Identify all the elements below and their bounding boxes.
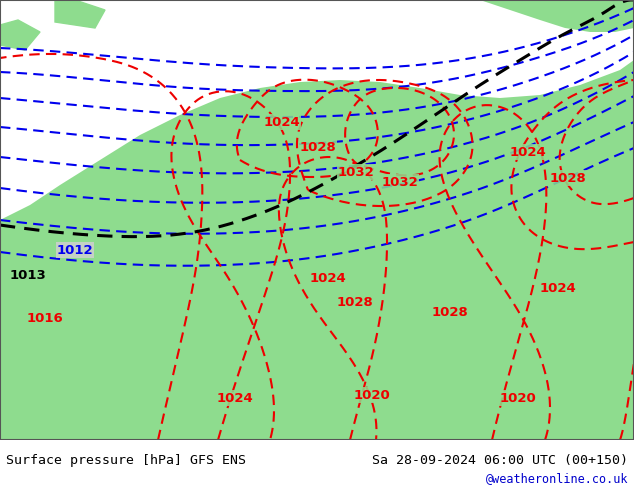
Text: Surface pressure [hPa] GFS ENS: Surface pressure [hPa] GFS ENS: [6, 454, 246, 467]
Text: 1028: 1028: [300, 141, 337, 153]
Text: 1024: 1024: [217, 392, 254, 405]
Text: 1028: 1028: [550, 172, 586, 185]
Text: 1024: 1024: [264, 116, 301, 128]
Text: 1013: 1013: [10, 269, 46, 282]
Text: 1032: 1032: [382, 175, 418, 189]
Polygon shape: [480, 0, 634, 32]
Text: 1024: 1024: [309, 271, 346, 285]
Text: Sa 28-09-2024 06:00 UTC (00+150): Sa 28-09-2024 06:00 UTC (00+150): [372, 454, 628, 467]
Text: 1012: 1012: [56, 244, 93, 256]
Polygon shape: [55, 0, 105, 28]
Text: 1032: 1032: [338, 166, 374, 178]
Polygon shape: [0, 60, 634, 440]
Text: 1028: 1028: [337, 295, 373, 309]
Text: 1024: 1024: [540, 282, 576, 294]
Text: 1016: 1016: [27, 312, 63, 324]
Text: 1020: 1020: [500, 392, 536, 405]
Text: 1028: 1028: [432, 305, 469, 318]
Polygon shape: [555, 382, 605, 412]
Text: @weatheronline.co.uk: @weatheronline.co.uk: [486, 472, 628, 485]
Polygon shape: [0, 20, 40, 50]
Text: 1024: 1024: [510, 146, 547, 158]
Text: 1020: 1020: [354, 389, 391, 401]
